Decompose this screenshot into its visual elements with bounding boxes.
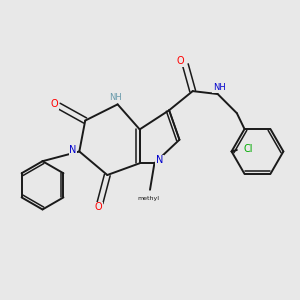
Text: N: N xyxy=(156,155,164,165)
Text: O: O xyxy=(176,56,184,66)
Text: Cl: Cl xyxy=(244,143,254,154)
Text: NH: NH xyxy=(109,93,122,102)
Text: methyl: methyl xyxy=(137,196,160,201)
Text: O: O xyxy=(95,202,102,212)
Text: N: N xyxy=(69,145,76,155)
Text: O: O xyxy=(50,99,58,110)
Text: NH: NH xyxy=(213,83,226,92)
